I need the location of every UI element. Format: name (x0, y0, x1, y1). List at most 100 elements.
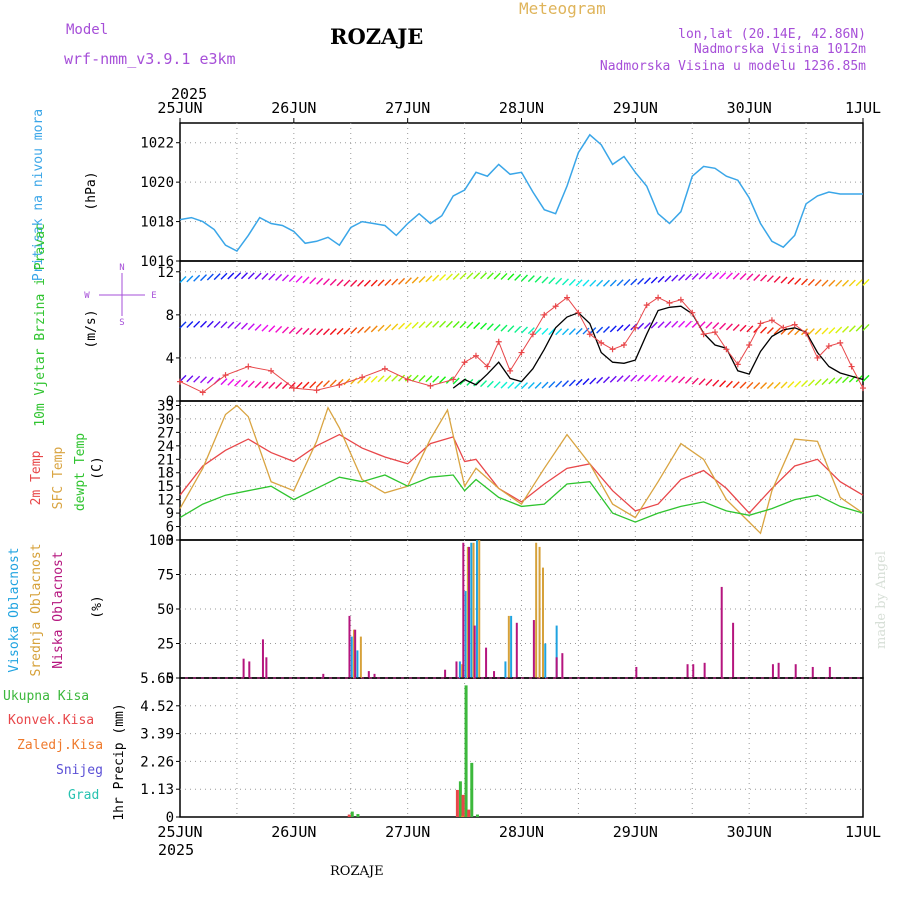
gust-marker (564, 294, 571, 301)
wind-barb (521, 274, 528, 282)
compass-n: N (119, 263, 124, 273)
wind-barb (760, 326, 768, 334)
cloud-low-bar (720, 586, 723, 678)
gust-marker (268, 367, 275, 374)
wind-barb (842, 279, 850, 287)
wind-barb (541, 327, 549, 335)
wind-barb (316, 277, 324, 285)
wind-barb (391, 278, 399, 286)
wind-barb (794, 380, 802, 388)
cloud-low-bar (485, 647, 488, 678)
wind-barb (698, 378, 706, 386)
wind-barb (213, 320, 221, 328)
cloud-low-bar (455, 661, 458, 678)
wind-barb (309, 277, 317, 285)
top-year-label: 2025 (171, 85, 207, 103)
wind-barb (814, 327, 822, 335)
wind-barb (247, 380, 255, 388)
bottom-x-tick-3: 28JUN (499, 823, 544, 841)
wind-barb (247, 323, 255, 331)
wind-barb (268, 325, 276, 333)
gust-marker (780, 324, 787, 331)
top-x-tick-labels: 25JUN 26JUN 27JUN 28JUN 29JUN 30JUN 1JUL (157, 99, 881, 123)
gust-marker (381, 365, 388, 372)
y-tick-label: 4.52 (140, 699, 174, 715)
y-tick-label: 1018 (140, 215, 174, 231)
gust-marker (746, 342, 753, 348)
wind-barb (514, 325, 522, 333)
wind-barb (377, 324, 385, 332)
precip-ylabel: 1hr Precip (mm) (112, 703, 127, 820)
wind-barb (630, 278, 638, 286)
wind-barb (671, 375, 679, 383)
y-tick-label: 1016 (140, 254, 174, 270)
cloud-high-bar (544, 643, 547, 678)
wind-barb (828, 279, 836, 287)
wind-barb (486, 272, 494, 280)
gust-marker (290, 385, 297, 392)
wind-barb (848, 325, 856, 333)
wind-barb (336, 279, 344, 287)
wind-barb (842, 376, 850, 384)
product-title: Meteogram (519, 0, 606, 18)
wind-barb (575, 378, 583, 386)
wind-barb (766, 327, 774, 335)
wind-barb (411, 321, 419, 329)
temp-ylabel: (C) (90, 456, 105, 479)
wind-barb (739, 272, 747, 280)
wind-barb (432, 274, 440, 282)
bottom-x-tick-5: 30JUN (727, 823, 772, 841)
wind-barb (561, 328, 569, 336)
wind-barb (377, 375, 385, 383)
gust-marker (655, 294, 662, 301)
gust-marker (427, 382, 434, 389)
wind-barb (302, 381, 310, 389)
wind-barb (561, 278, 569, 286)
wind-barb (370, 375, 378, 383)
wind-barb (281, 326, 289, 334)
wind-ylabel: (m/s) (84, 309, 99, 348)
wind-barb (664, 275, 672, 283)
wind-barb (664, 320, 672, 328)
top-x-tick-3: 28JUN (499, 99, 544, 117)
wind-barb (343, 327, 351, 335)
cloud-mid-label: Srednja Oblacnost (29, 543, 44, 676)
compass-w: W (84, 291, 90, 301)
cloud-mid-bar (507, 615, 510, 678)
wind-barb (507, 325, 515, 333)
wind-barb (473, 272, 481, 280)
gust-marker (689, 309, 696, 316)
wind-barb (753, 382, 761, 390)
wind-barb (801, 380, 809, 388)
wind-barb (712, 379, 720, 387)
wind-barb (575, 279, 583, 287)
wind-barb (643, 322, 651, 330)
wind-barb (507, 273, 515, 281)
wind-barb (780, 276, 788, 284)
gust-marker (586, 331, 593, 338)
wind-barb (555, 328, 563, 336)
model-label: Model (66, 22, 108, 38)
wind-barb (193, 375, 201, 383)
gust-marker (495, 338, 502, 345)
wind-barb (384, 324, 392, 332)
precip-frz-bar (461, 815, 465, 817)
wind-barb (500, 381, 508, 389)
wind-barb (227, 321, 235, 329)
top-x-tick-2: 27JUN (385, 99, 430, 117)
wind-barb (486, 323, 494, 331)
wind-barb (343, 378, 351, 386)
wind-barb (527, 327, 535, 335)
wind-barb (186, 321, 194, 329)
y-tick-label: 4 (166, 351, 174, 367)
cloud-low-bar (348, 615, 351, 678)
wind-barb (425, 375, 433, 383)
wind-barb (568, 328, 576, 336)
cloud-low-bar (261, 639, 264, 678)
gust-marker (803, 330, 810, 337)
wind-barb (842, 325, 850, 333)
y-tick-label: 27 (157, 425, 174, 441)
wind-barb (186, 275, 194, 283)
cloud-high-bar (464, 591, 467, 678)
wind-barb (657, 374, 665, 382)
